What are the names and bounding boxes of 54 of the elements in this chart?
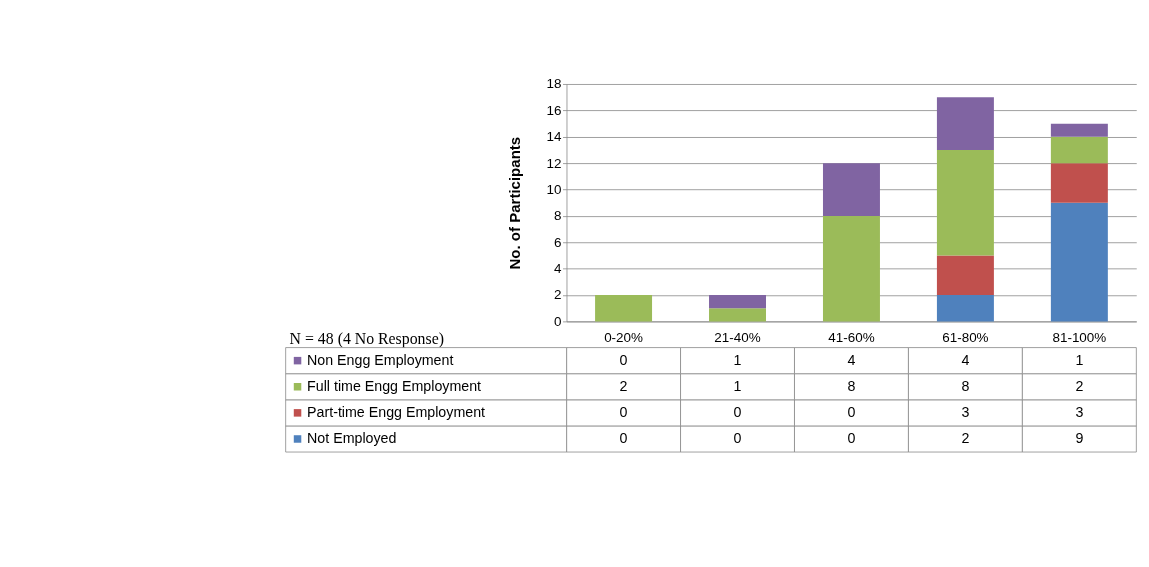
y-tick-label: 14: [546, 129, 562, 145]
y-tick-label: 10: [546, 181, 562, 197]
bar: [595, 295, 653, 322]
x-tick-label: 0-20%: [604, 329, 644, 345]
bar: [936, 97, 994, 151]
data-label: 0: [847, 403, 856, 420]
y-tick-label: 8: [553, 208, 562, 224]
data-label: 3: [1075, 403, 1084, 420]
legend-label: Not Employed: [307, 429, 397, 446]
data-label: 2: [1075, 377, 1084, 394]
y-axis-title: No. of Participants: [505, 136, 523, 270]
data-label: 0: [619, 429, 628, 446]
legend-label: Part-time Engg Employment: [307, 403, 486, 420]
x-tick-label: 41-60%: [828, 329, 875, 345]
text: N = 48 (4 No Response): [289, 329, 444, 348]
bar: [1050, 123, 1108, 137]
data-label: 0: [733, 429, 742, 446]
x-tick-label: 61-80%: [942, 329, 989, 345]
bar: [936, 150, 994, 256]
y-tick-label: 2: [553, 287, 562, 303]
x-tick-label: 21-40%: [714, 329, 761, 345]
data-label: 1: [733, 377, 742, 394]
bar: [709, 308, 766, 322]
y-tick-label: 16: [546, 102, 562, 118]
bar: [709, 295, 766, 309]
bar: [1050, 163, 1108, 203]
bar: [936, 255, 994, 296]
data-label: 4: [961, 351, 970, 368]
data-label: 0: [847, 429, 856, 446]
data-label: 0: [619, 351, 628, 368]
bar: [1050, 136, 1108, 164]
data-label: 2: [961, 429, 970, 446]
data-label: 1: [1075, 351, 1084, 368]
data-label: 0: [619, 403, 628, 420]
bar: [822, 215, 880, 322]
data-label: 4: [847, 351, 856, 368]
data-label: 8: [847, 377, 856, 394]
data-label: 8: [961, 377, 970, 394]
data-label: 9: [1075, 429, 1084, 446]
legend-label: Full time Engg Employment: [307, 377, 482, 394]
data-label: 1: [733, 351, 742, 368]
y-tick-label: 4: [553, 261, 562, 277]
data-label: 0: [733, 403, 742, 420]
legend-label: Non Engg Employment: [307, 351, 454, 368]
y-tick-label: 0: [553, 313, 562, 329]
data-label: 2: [619, 377, 628, 394]
y-tick-label: 12: [546, 155, 562, 171]
bar: [822, 163, 880, 216]
x-tick-label: 81-100%: [1052, 329, 1107, 345]
y-tick-label: 18: [546, 76, 562, 92]
y-tick-label: 6: [553, 234, 562, 250]
bar: [936, 295, 994, 322]
data-label: 3: [961, 403, 970, 420]
bar: [1050, 202, 1108, 322]
